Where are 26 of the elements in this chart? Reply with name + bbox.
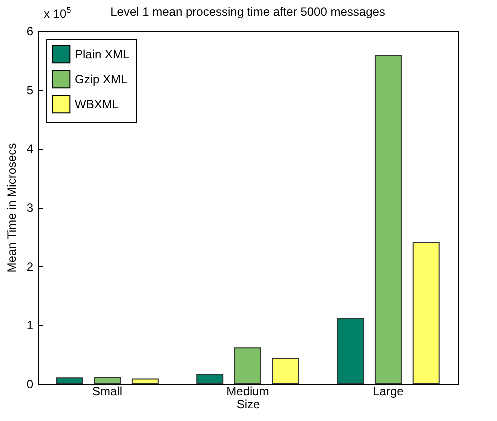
legend-label: Gzip XML	[75, 72, 128, 86]
y-tick-label: 4	[26, 142, 34, 156]
legend-label: WBXML	[75, 98, 120, 112]
y-tick-label: 1	[26, 318, 34, 333]
chart-title: Level 1 mean processing time after 5000 messages	[110, 5, 386, 19]
x-tick-label: Small	[92, 384, 123, 398]
legend-label: Plain XML	[75, 48, 130, 62]
bar	[94, 377, 122, 384]
bar	[196, 374, 224, 384]
x-tick-label: Large	[373, 384, 404, 398]
bar	[272, 358, 300, 384]
bar	[56, 378, 84, 384]
y-axis-title: Mean Time in Microsecs	[4, 143, 19, 273]
y-tick-label: 5	[26, 83, 34, 98]
y-tick-label: 0	[26, 378, 34, 392]
bar	[374, 55, 402, 384]
bar	[132, 378, 159, 384]
x-axis-title: Size	[236, 398, 260, 412]
bar	[412, 242, 440, 384]
bar	[337, 318, 364, 384]
bar	[234, 348, 262, 384]
y-tick-label: 6	[26, 24, 34, 38]
y-tick-label: 2	[26, 260, 34, 274]
x-tick-label: Medium	[226, 384, 270, 398]
y-tick-label: 3	[26, 201, 34, 215]
text: x 10$^{5}$	[44, 6, 72, 21]
